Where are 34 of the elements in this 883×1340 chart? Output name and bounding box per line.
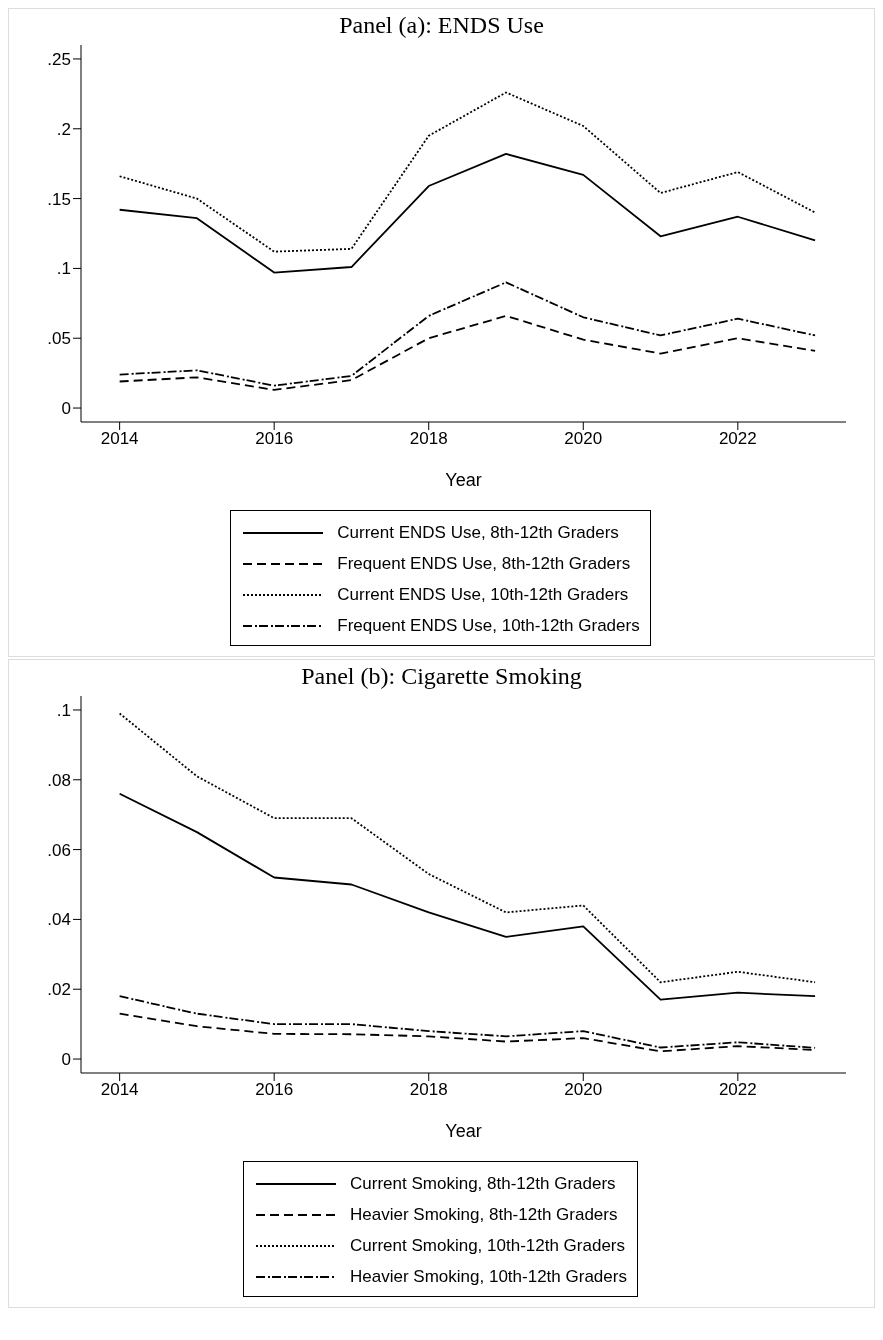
y-tick-label: .1 — [56, 701, 71, 720]
y-tick-label: .25 — [47, 50, 71, 69]
legend-label: Heavier Smoking, 10th-12th Graders — [350, 1266, 627, 1287]
y-tick-label: .05 — [47, 329, 71, 349]
x-axis-title: Year — [445, 470, 482, 490]
y-tick-label: .06 — [47, 840, 71, 860]
legend-label: Current Smoking, 8th-12th Graders — [350, 1173, 616, 1194]
legend-label: Current Smoking, 10th-12th Graders — [350, 1235, 626, 1256]
x-tick-label: 2020 — [564, 429, 603, 449]
x-tick-label: 2016 — [255, 1080, 294, 1100]
legend-label: Heavier Smoking, 8th-12th Graders — [350, 1204, 618, 1225]
legend-label: Current ENDS Use, 10th-12th Graders — [337, 584, 629, 605]
legend-label: Frequent ENDS Use, 10th-12th Graders — [337, 615, 640, 636]
x-tick-label: 2014 — [100, 429, 139, 449]
y-tick-label: 0 — [61, 1050, 71, 1070]
y-tick-label: .08 — [47, 770, 71, 790]
x-tick-label: 2022 — [718, 1080, 757, 1100]
chart-title: Panel (a): ENDS Use — [338, 11, 545, 40]
legend-label: Frequent ENDS Use, 8th-12th Graders — [337, 553, 631, 574]
x-tick-label: 2014 — [100, 1080, 139, 1100]
x-axis-title: Year — [445, 1121, 482, 1141]
y-tick-label: .2 — [56, 119, 71, 139]
legend-label: Current ENDS Use, 8th-12th Graders — [337, 522, 619, 543]
x-tick-label: 2018 — [409, 1080, 448, 1100]
x-tick-label: 2020 — [564, 1080, 603, 1100]
chart-title: Panel (b): Cigarette Smoking — [300, 662, 583, 691]
x-tick-label: 2016 — [255, 429, 294, 449]
x-tick-label: 2022 — [718, 429, 757, 449]
x-tick-label: 2018 — [409, 429, 448, 449]
y-tick-label: .1 — [56, 259, 71, 279]
y-tick-label: .15 — [47, 189, 71, 209]
y-tick-label: .02 — [47, 980, 71, 1000]
y-tick-label: 0 — [61, 399, 71, 419]
y-tick-label: .04 — [47, 910, 71, 930]
